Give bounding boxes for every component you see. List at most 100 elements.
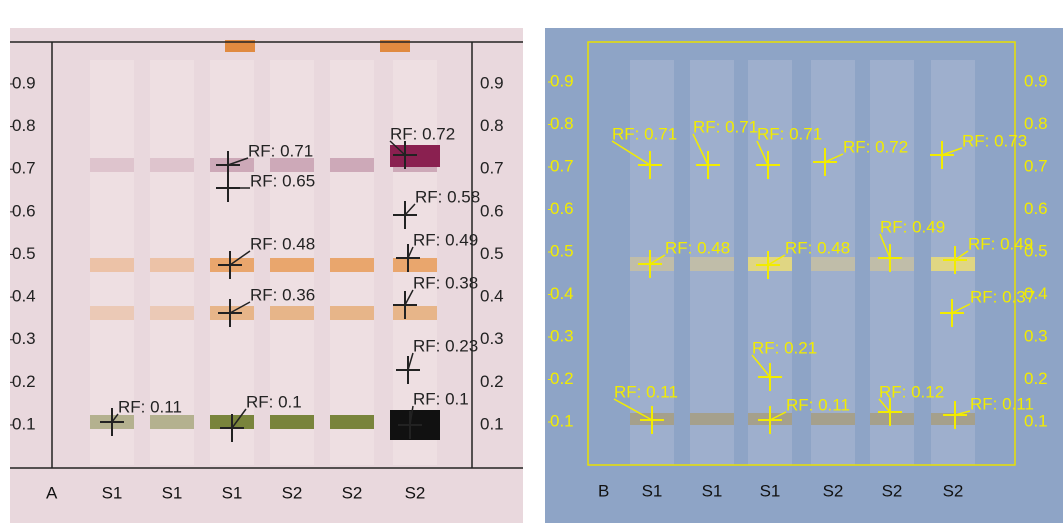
leader — [954, 250, 969, 261]
lane-label: S1 — [102, 483, 123, 502]
leader — [404, 203, 416, 216]
band — [380, 40, 410, 52]
y-tick-label: 0.6 — [480, 201, 504, 220]
leader — [941, 147, 963, 156]
rf-label: RF: 0.11 — [118, 397, 182, 416]
leader — [111, 413, 119, 423]
band — [225, 40, 255, 52]
y-tick-label: 0.5 — [550, 241, 574, 260]
leader — [951, 303, 971, 314]
band — [811, 413, 855, 425]
y-tick-label: 0.9 — [550, 71, 574, 90]
lane-label: S1 — [222, 483, 243, 502]
y-tick-label: 0.1 — [1024, 411, 1048, 430]
y-tick-label: 0.9 — [480, 73, 504, 92]
rf-label: RF: 0.1 — [246, 392, 302, 411]
band — [330, 258, 374, 272]
y-tick-label: 0.8 — [12, 116, 36, 135]
lane-label: S2 — [405, 483, 426, 502]
lane-label: S1 — [702, 481, 723, 500]
rf-label: RF: 0.71 — [248, 141, 313, 160]
y-tick-label: 0.1 — [12, 414, 36, 433]
y-tick-label: 0.2 — [550, 369, 574, 388]
rf-label: RF: 0.49 — [880, 217, 945, 236]
rf-label: RF: 0.73 — [962, 131, 1027, 150]
leader — [954, 410, 971, 416]
rf-label: RF: 0.12 — [879, 382, 944, 401]
panel-label: B — [598, 481, 609, 500]
y-tick-label: 0.8 — [480, 116, 504, 135]
panel-label: A — [46, 483, 58, 502]
bands — [90, 40, 975, 465]
leader — [878, 398, 891, 413]
y-tick-label: 0.5 — [12, 244, 36, 263]
y-tick-label: 0.3 — [480, 329, 504, 348]
band — [870, 257, 914, 271]
lane-label: S2 — [282, 483, 303, 502]
leader — [389, 140, 406, 156]
y-tick-label: 0.7 — [1024, 156, 1048, 175]
rf-label: RF: 0.11 — [970, 394, 1034, 413]
band — [330, 306, 374, 320]
lane-label: S2 — [943, 481, 964, 500]
band — [90, 158, 134, 172]
leader — [227, 157, 249, 166]
rf-label: RF: 0.49 — [968, 234, 1033, 253]
band — [150, 258, 194, 272]
band — [270, 258, 314, 272]
lane-streak — [90, 60, 134, 465]
lane-label: S1 — [162, 483, 183, 502]
y-tick-label: 0.5 — [1024, 241, 1048, 260]
rf-label: RF: 0.48 — [665, 238, 730, 257]
rf-label: RF: 0.38 — [413, 273, 478, 292]
rf-label: RF: 0.21 — [752, 338, 817, 357]
lane-label: S2 — [882, 481, 903, 500]
y-tick-label: 0.9 — [1024, 71, 1048, 90]
y-tick-label: 0.8 — [1024, 114, 1048, 133]
y-tick-label: 0.4 — [550, 284, 574, 303]
leader — [404, 289, 414, 306]
y-tick-label: 0.1 — [480, 414, 504, 433]
rf-label: RF: 0.23 — [413, 336, 478, 355]
lane-label: S2 — [823, 481, 844, 500]
band — [270, 306, 314, 320]
leader — [649, 254, 666, 265]
y-tick-label: 0.7 — [550, 156, 574, 175]
leader — [879, 233, 891, 259]
band — [690, 413, 734, 425]
rf-label: RF: 0.11 — [614, 382, 678, 401]
leader — [231, 408, 247, 429]
leader — [409, 405, 414, 426]
y-tick-label: 0.3 — [550, 326, 574, 345]
rf-label: RF: 0.71 — [612, 124, 677, 143]
plate-b — [545, 28, 1063, 523]
band — [270, 415, 314, 429]
y-tick-label: 0.3 — [12, 329, 36, 348]
band — [270, 158, 314, 172]
y-tick-label: 0.4 — [12, 287, 36, 306]
y-tick-label: 0.6 — [550, 199, 574, 218]
band — [870, 413, 914, 425]
y-tick-label: 0.4 — [480, 287, 504, 306]
band — [393, 306, 437, 320]
band — [393, 258, 437, 272]
leader — [611, 140, 651, 166]
frame-b — [587, 41, 1016, 466]
rf-label: RF: 0.72 — [390, 124, 455, 143]
band — [690, 257, 734, 271]
leader — [229, 250, 251, 266]
leader — [407, 246, 414, 259]
rf-label: RF: 0.1 — [413, 389, 469, 408]
band — [330, 415, 374, 429]
band — [90, 258, 134, 272]
rf-label: RF: 0.11 — [786, 395, 850, 414]
y-tick-label: 0.7 — [480, 159, 504, 178]
band — [330, 158, 374, 172]
leader — [824, 153, 844, 163]
y-tick-label: 0.8 — [550, 114, 574, 133]
y-tick-label: 0.2 — [12, 372, 36, 391]
band — [811, 257, 855, 271]
lane-label: S2 — [342, 483, 363, 502]
y-tick-label: 0.9 — [12, 73, 36, 92]
